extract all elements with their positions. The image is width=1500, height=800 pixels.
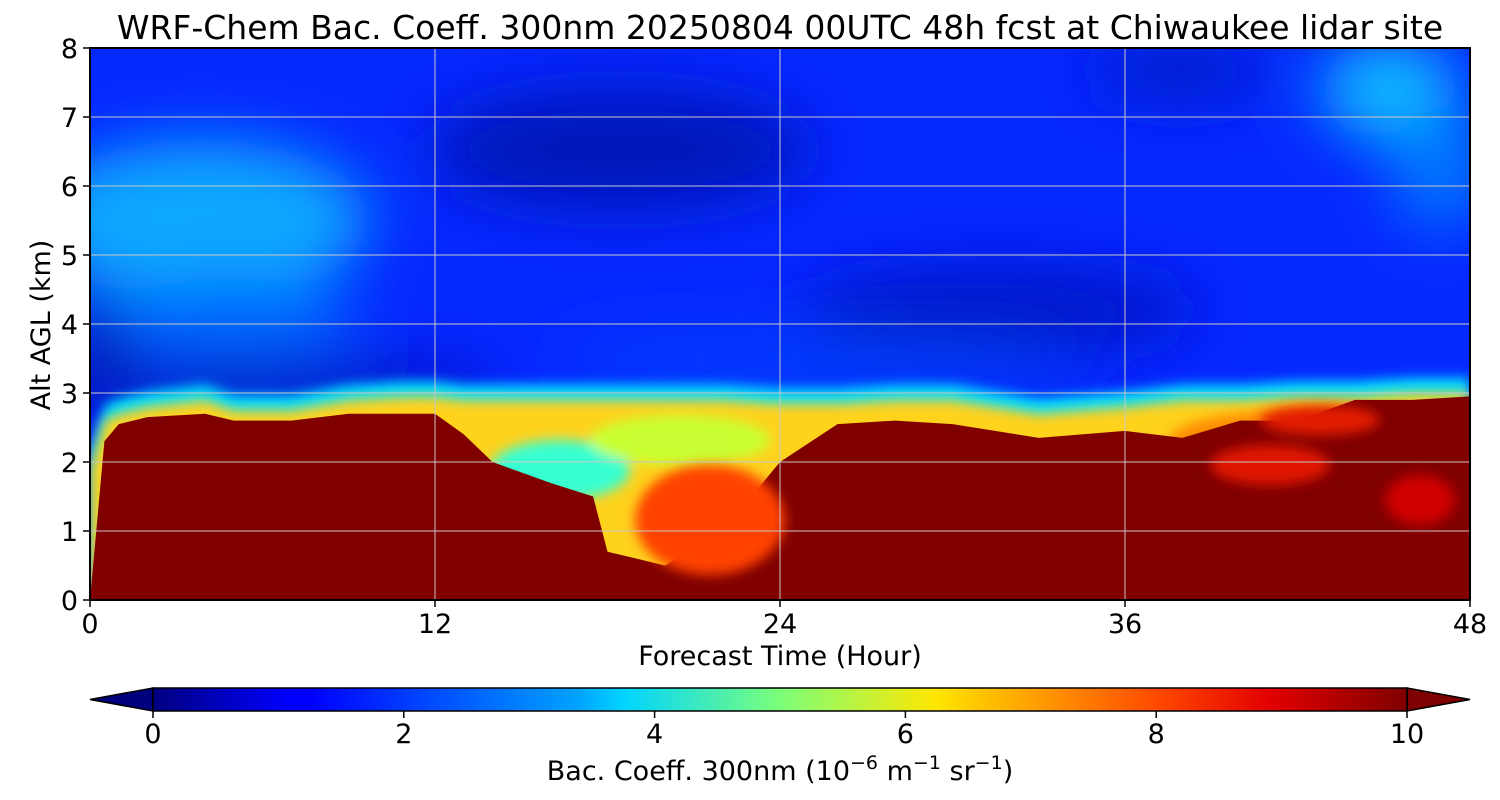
y-tick-label: 4 bbox=[61, 310, 78, 341]
y-tick-label: 6 bbox=[61, 172, 78, 203]
colorbar-label-mid2: sr bbox=[941, 756, 976, 787]
colorbar-label: Bac. Coeff. 300nm (10−6 m−1 sr−1) bbox=[547, 752, 1013, 787]
colorbar-tick-label: 4 bbox=[646, 719, 663, 750]
x-axis-label: Forecast Time (Hour) bbox=[638, 641, 922, 672]
x-tick-label: 48 bbox=[1453, 609, 1487, 640]
y-tick-label: 5 bbox=[61, 241, 78, 272]
colorbar-extend-max bbox=[1406, 687, 1471, 712]
colorbar-tick-label: 8 bbox=[1148, 719, 1165, 750]
x-tick-label: 0 bbox=[81, 609, 98, 640]
y-tick-label: 8 bbox=[61, 34, 78, 65]
x-tick-label: 12 bbox=[418, 609, 452, 640]
colorbar-tick-label: 10 bbox=[1390, 719, 1424, 750]
colorbar-label-end: ) bbox=[1003, 756, 1014, 787]
y-tick-label: 1 bbox=[61, 517, 78, 548]
y-axis-label: Alt AGL (km) bbox=[26, 240, 57, 411]
colorbar-label-main: Bac. Coeff. 300nm (10 bbox=[547, 756, 850, 787]
colorbar-frame bbox=[152, 687, 1408, 712]
colorbar-tick-label: 6 bbox=[897, 719, 914, 750]
colorbar-label-mid: m bbox=[878, 756, 913, 787]
colorbar-tick-label: 2 bbox=[395, 719, 412, 750]
colorbar-label-exp1: −6 bbox=[850, 752, 878, 774]
x-tick-label: 36 bbox=[1108, 609, 1142, 640]
colorbar-tick-label: 0 bbox=[144, 719, 161, 750]
colorbar: 0 2 4 6 8 10 Bac. Coeff. 300nm (10−6 m−1 sr−1… bbox=[89, 687, 1471, 787]
y-axis: 0 1 2 3 4 5 6 7 8 bbox=[61, 34, 90, 617]
x-axis: 0 12 24 36 48 bbox=[81, 600, 1487, 640]
colorbar-extend-min bbox=[89, 687, 154, 712]
colorbar-label-exp2: −1 bbox=[913, 752, 941, 774]
grid-lines bbox=[90, 48, 1470, 600]
y-tick-label: 2 bbox=[61, 448, 78, 479]
x-tick-label: 24 bbox=[763, 609, 797, 640]
boundary-layer-features bbox=[635, 405, 1455, 575]
upper-texture bbox=[90, 48, 1470, 410]
y-tick-label: 7 bbox=[61, 103, 78, 134]
chart-title: WRF-Chem Bac. Coeff. 300nm 20250804 00UT… bbox=[117, 8, 1443, 47]
colorbar-label-exp3: −1 bbox=[975, 752, 1003, 774]
heatmap-field bbox=[90, 48, 1470, 600]
y-tick-label: 0 bbox=[61, 586, 78, 617]
colorbar-gradient bbox=[153, 688, 1407, 711]
colorbar-ticks: 0 2 4 6 8 10 bbox=[144, 711, 1424, 750]
y-tick-label: 3 bbox=[61, 379, 78, 410]
